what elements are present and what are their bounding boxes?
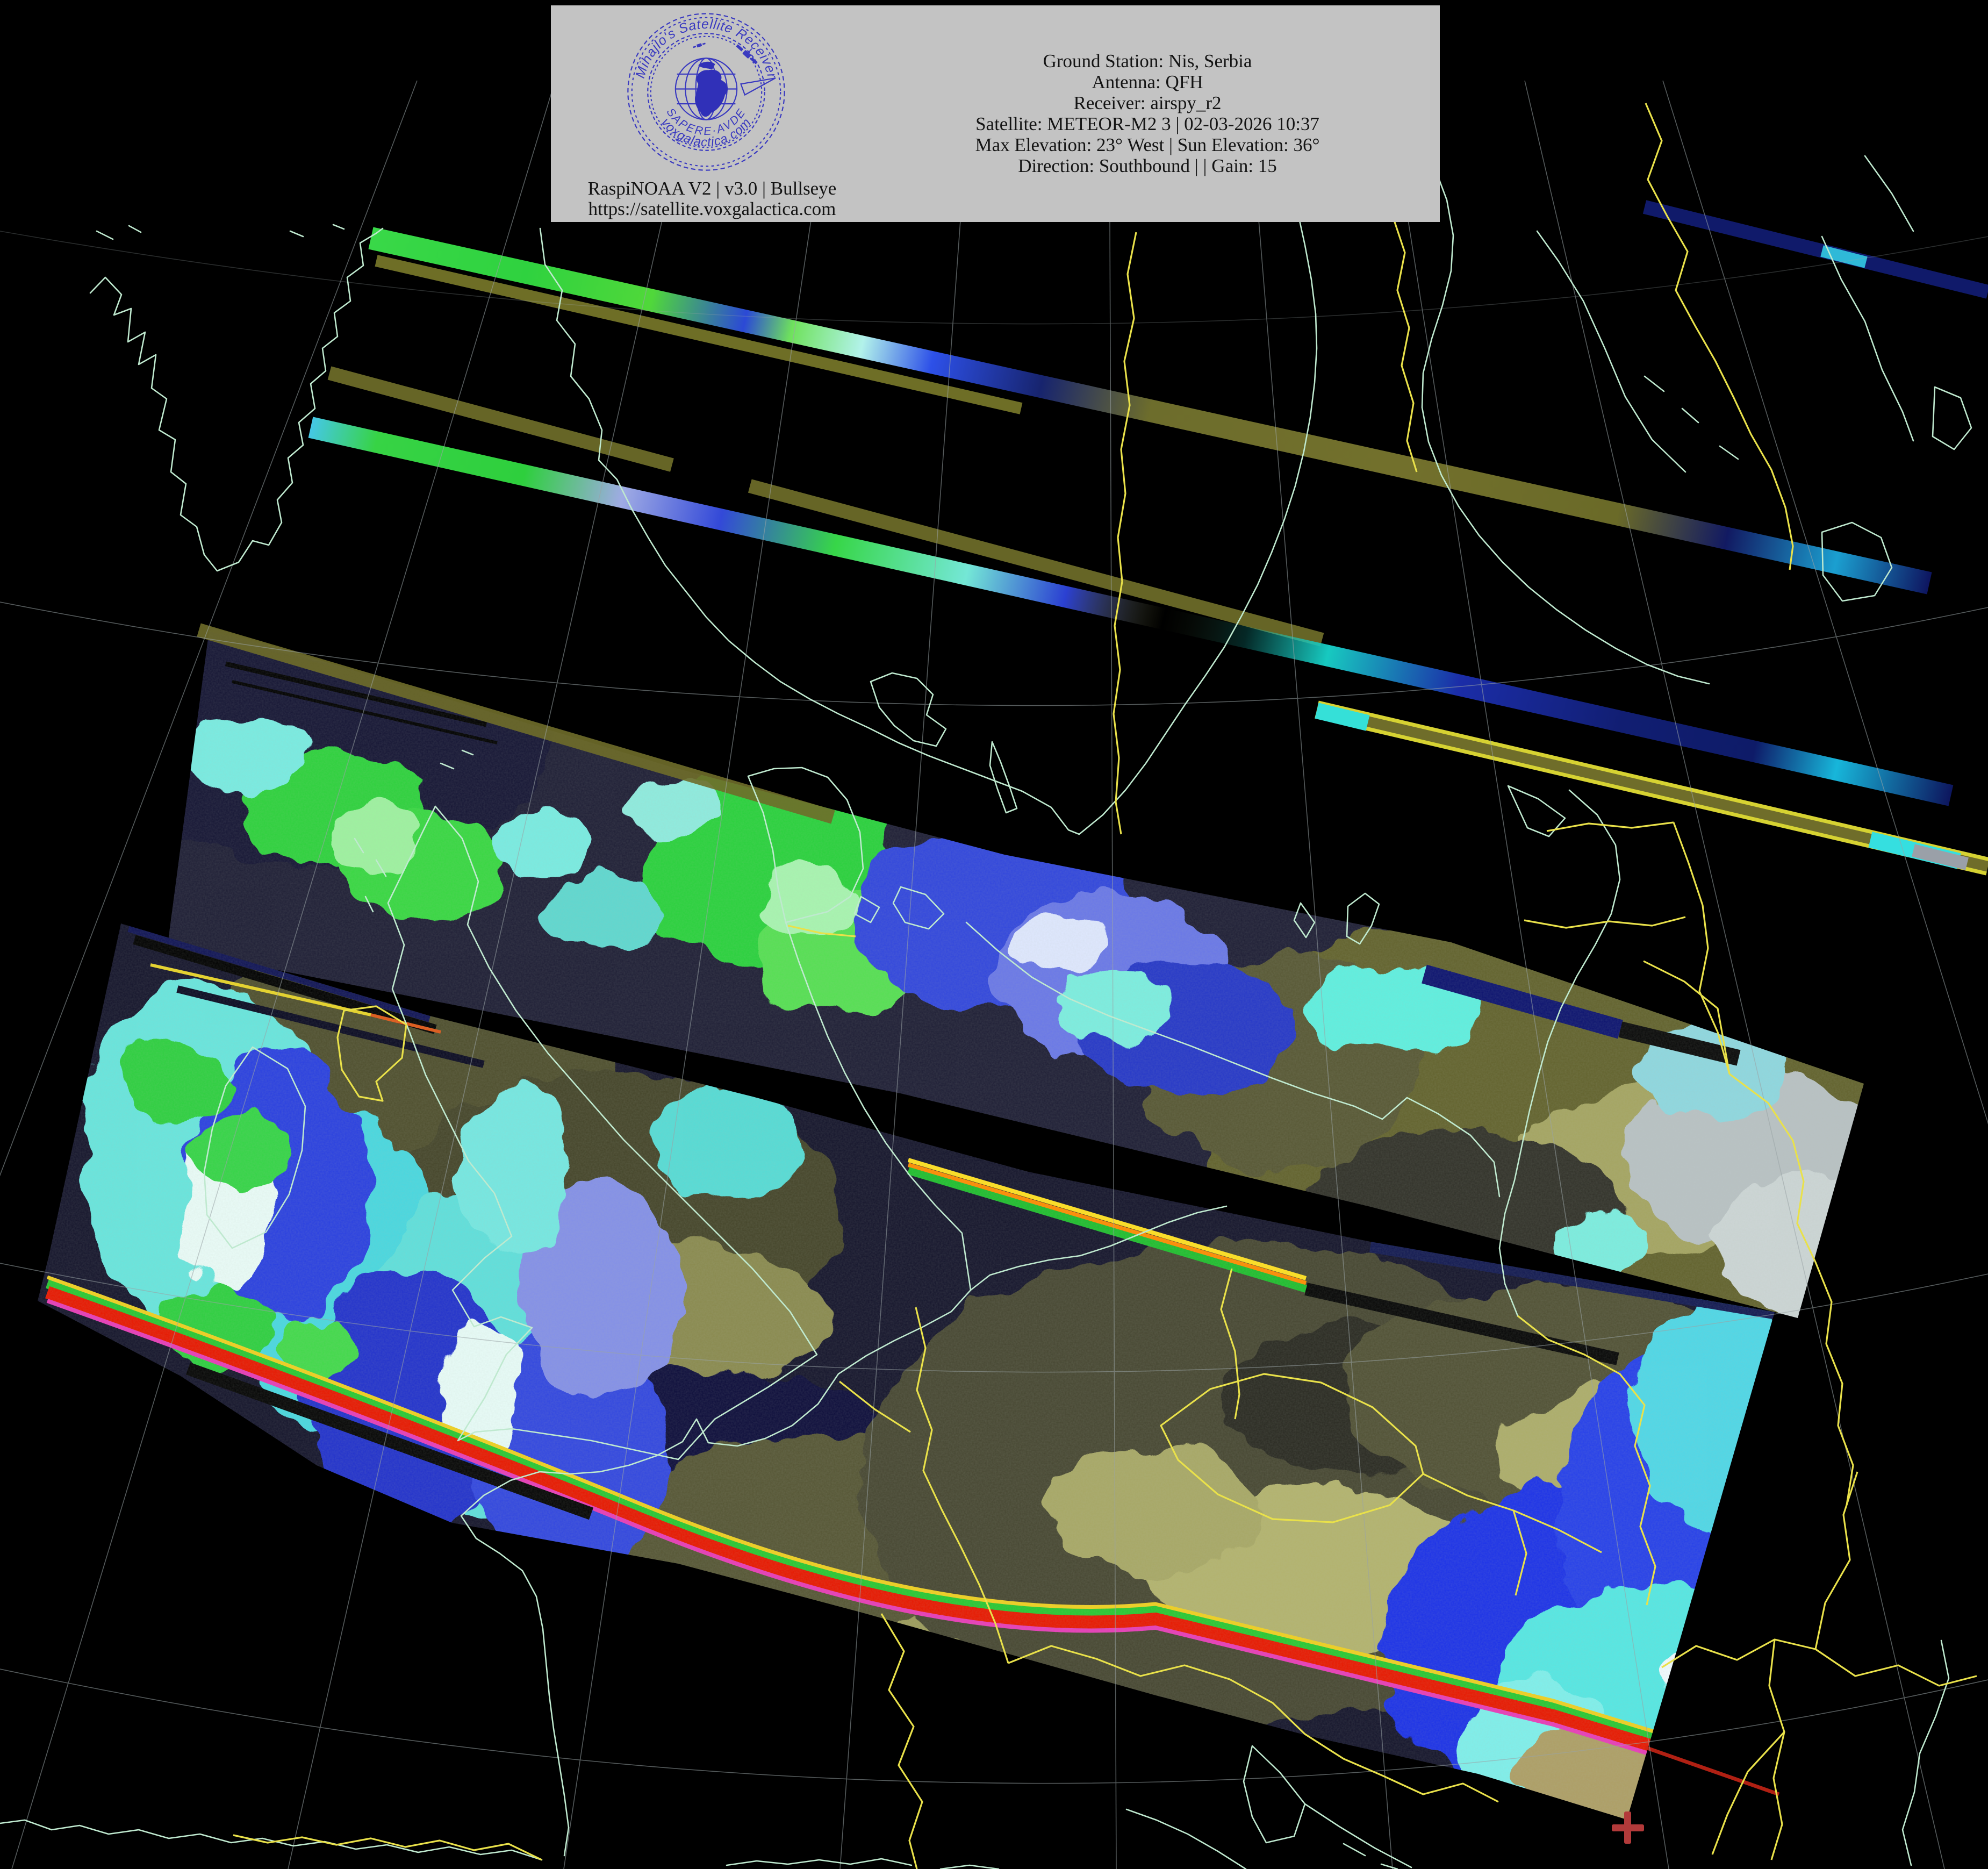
- stamp-pennant: [740, 77, 776, 96]
- coast-spain-north: [0, 1819, 543, 1861]
- coast-fragments-north: [96, 224, 345, 240]
- satellite-swath-lower: [38, 923, 1775, 1820]
- border-belarus-russia-ukraine: [1729, 1073, 1854, 1506]
- border-germany-poland: [1220, 1268, 1240, 1420]
- lake-vattern: [989, 741, 1018, 814]
- coast-norway: [89, 227, 384, 572]
- border-scandinavia: [1113, 232, 1137, 835]
- parallel-line: [0, 1669, 1988, 1784]
- streak-5: [1315, 700, 1988, 876]
- border-baltics: [1524, 821, 1731, 1075]
- streak-1: [368, 227, 1932, 595]
- streak-3: [197, 623, 835, 824]
- meridian-line: [1109, 80, 1117, 1869]
- island-oland: [1293, 902, 1316, 939]
- software-version-block: RaspiNOAA V2 | v3.0 | Bullseye https://s…: [562, 178, 863, 219]
- narrow-pass-streaks: [197, 200, 1988, 876]
- coast-bothnia-finland: [1400, 99, 1710, 685]
- meridian-line: [288, 80, 694, 1869]
- coastlines-layer: [0, 99, 1972, 1869]
- border-finland-russia: [1645, 103, 1794, 570]
- lake-ladoga: [1821, 521, 1893, 602]
- coast-adriatic: [1125, 1745, 1412, 1869]
- border-alps: [1008, 1645, 1499, 1803]
- station-info-block: Ground Station: Nis, Serbia Antenna: QFH…: [857, 51, 1438, 176]
- country-borders-layer: [233, 103, 1977, 1869]
- satellite-line: Satellite: METEOR-M2 3 | 02-03-2026 10:3…: [975, 113, 1319, 134]
- coast-finland-lakes: [1536, 230, 1739, 473]
- coast-black-sea: [1901, 1639, 1950, 1866]
- ground-station-line: Ground Station: Nis, Serbia: [1043, 51, 1252, 71]
- receiver-line: Receiver: airspy_r2: [1073, 92, 1222, 113]
- coast-ireland: [203, 1046, 306, 1249]
- parallel-line: [0, 231, 1988, 325]
- streak-olive-under: [375, 255, 1023, 414]
- coast-mediterranean: [726, 1858, 1000, 1869]
- island-gotland: [1346, 892, 1380, 945]
- raspinoaa-version-line: RaspiNOAA V2 | v3.0 | Bullseye: [587, 178, 837, 199]
- ground-station-marker: [1612, 1811, 1644, 1844]
- meridian-line: [1662, 80, 1988, 1125]
- coast-baltic-south: [965, 921, 1501, 1198]
- coast-sweden: [539, 104, 1318, 835]
- lake-onega: [1932, 386, 1972, 450]
- meridian-line: [1247, 80, 1393, 1869]
- border-france-italy: [880, 1613, 923, 1869]
- website-url-line: https://satellite.voxgalactica.com: [588, 198, 836, 219]
- stamp-outer-ring: [627, 13, 785, 171]
- lower-swath-grain: [38, 923, 1775, 1820]
- border-balkans: [1661, 1471, 1977, 1860]
- meridian-line: [839, 80, 971, 1869]
- station-info-header: Mihajlo's Satellite Receiver SAPERE·AVDE…: [551, 5, 1440, 222]
- antenna-line: Antenna: QFH: [1092, 71, 1203, 92]
- border-denmark-germany: [787, 925, 856, 937]
- satellite-icon: [693, 42, 758, 65]
- border-pyrenees: [233, 1834, 542, 1861]
- meridian-line: [1524, 80, 1945, 1869]
- border-slovakia-hungary: [1423, 1473, 1602, 1596]
- coast-estonia-baltics: [1498, 785, 1621, 1317]
- border-germany-west: [839, 1307, 1009, 1664]
- stamp-inner-ring: [647, 33, 765, 151]
- parallel-line: [0, 601, 1988, 706]
- coast-hebrides: [354, 749, 474, 913]
- coast-france-west: [460, 1373, 839, 1857]
- streak-4: [308, 417, 1954, 806]
- coast-netherlands-germany: [837, 1205, 1228, 1375]
- meridian-line: [11, 80, 556, 1869]
- stamp-inner-ring-2: [650, 35, 763, 148]
- island-zealand: [853, 886, 945, 930]
- border-north-1: [1392, 217, 1418, 472]
- coast-denmark: [747, 767, 864, 923]
- direction-gain-line: Direction: Southbound | | Gain: 15: [1018, 155, 1277, 176]
- graticule-layer: [0, 80, 1988, 1869]
- border-poland-east: [1517, 1315, 1656, 1606]
- upper-swath-grain: [167, 627, 1864, 1318]
- border-uk-artifact: [336, 1005, 407, 1102]
- meridian-line: [1386, 80, 1669, 1869]
- station-stamp: Mihajlo's Satellite Receiver SAPERE·AVDE…: [627, 13, 785, 171]
- elevation-line: Max Elevation: 23° West | Sun Elevation:…: [975, 134, 1320, 155]
- rainbow-glitch-tail: [1645, 1745, 1780, 1796]
- meridian-line: [0, 80, 418, 1177]
- streak-2: [327, 366, 1324, 647]
- globe-continents: [694, 61, 728, 117]
- coast-jutland-german-bight: [785, 921, 972, 1291]
- coast-britain: [387, 805, 818, 1460]
- meridian-line: [563, 80, 832, 1869]
- parallel-line: [0, 1263, 1988, 1373]
- coast-white-sea: [1821, 155, 1914, 442]
- lake-vanern: [870, 672, 947, 747]
